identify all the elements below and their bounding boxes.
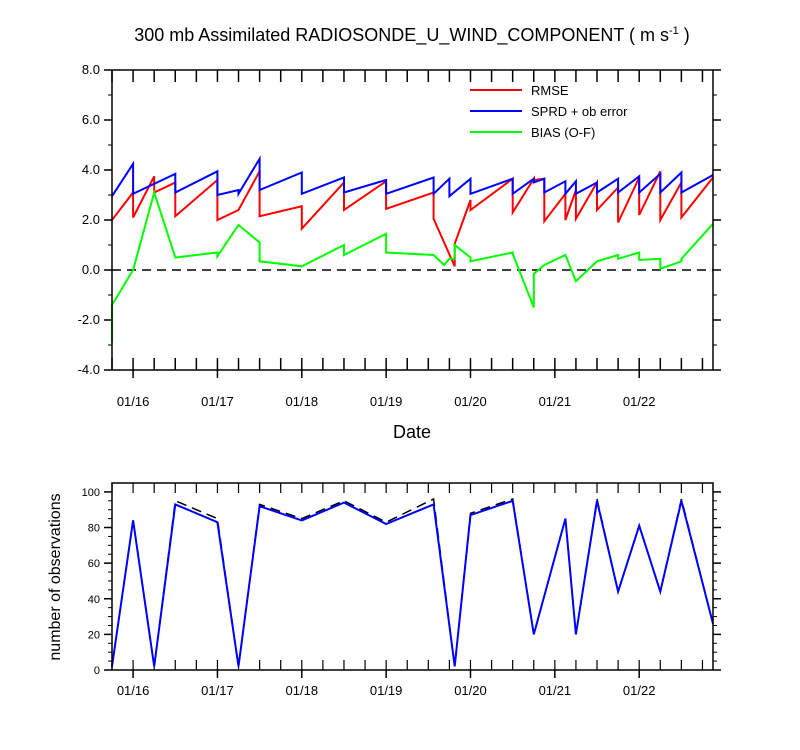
top-series-sprd-ob-error (111, 155, 714, 199)
top-y-tick-label: 4.0 (82, 162, 100, 177)
legend-label-sprd: SPRD + ob error (531, 104, 628, 119)
top-x-tick-label: 01/17 (201, 394, 234, 409)
top-plot-frame (111, 69, 714, 371)
bottom-x-tick-label: 01/17 (201, 683, 234, 698)
bottom-x-tick-label: 01/22 (623, 683, 656, 698)
bottom-series-assimilated-observations (111, 499, 714, 667)
bottom-y-tick-label: 20 (88, 629, 100, 641)
bottom-chart-panel: 01/16 01/17 01/18 01/19 01/20 01/21 01/22 0 20 40… (82, 482, 721, 698)
bottom-plot-frame (111, 482, 714, 671)
top-series-bias-o-f (111, 189, 714, 343)
bottom-series-possible-observations (111, 497, 714, 667)
top-x-tick-label: 01/21 (539, 394, 572, 409)
legend-label-rmse: RMSE (531, 83, 569, 98)
bottom-y-tick-label: 100 (82, 487, 100, 499)
title-close: ) (679, 25, 690, 45)
top-x-axis-label: Date (393, 422, 431, 442)
top-y-tick-label: 8.0 (82, 62, 100, 77)
top-x-tick-label: 01/18 (286, 394, 319, 409)
bottom-x-tick-label: 01/16 (117, 683, 150, 698)
title-unit-exponent: -1 (669, 25, 679, 37)
bottom-y-tick-label: 60 (88, 558, 100, 570)
bottom-x-tick-label: 01/18 (286, 683, 319, 698)
bottom-x-tick-label: 01/20 (454, 683, 487, 698)
bottom-y-tick-label: 0 (94, 665, 100, 677)
top-x-tick-label: 01/16 (117, 394, 150, 409)
top-y-tick-label: 6.0 (82, 112, 100, 127)
bottom-y-axis-label: number of observations (47, 493, 64, 660)
top-x-tick-label: 01/22 (623, 394, 656, 409)
bottom-x-tick-label: 01/21 (539, 683, 572, 698)
bottom-y-tick-label: 80 (88, 523, 100, 535)
bottom-y-tick-label: 40 (88, 594, 100, 606)
chart-title: 300 mb Assimilated RADIOSONDE_U_WIND_COM… (134, 25, 690, 46)
top-x-tick-label: 01/19 (370, 394, 403, 409)
top-y-tick-label: 2.0 (82, 212, 100, 227)
top-y-tick-label: 0.0 (82, 262, 100, 277)
legend: RMSE SPRD + ob error BIAS (O-F) (470, 83, 628, 140)
top-y-tick-label: -2.0 (78, 312, 100, 327)
top-chart-panel: 01/16 01/17 01/18 01/19 01/20 01/21 01/22 -4.0 -… (78, 62, 721, 409)
bottom-x-tick-label: 01/19 (370, 683, 403, 698)
legend-label-bias: BIAS (O-F) (531, 125, 595, 140)
top-y-tick-label: -4.0 (78, 362, 100, 377)
top-x-tick-label: 01/20 (454, 394, 487, 409)
